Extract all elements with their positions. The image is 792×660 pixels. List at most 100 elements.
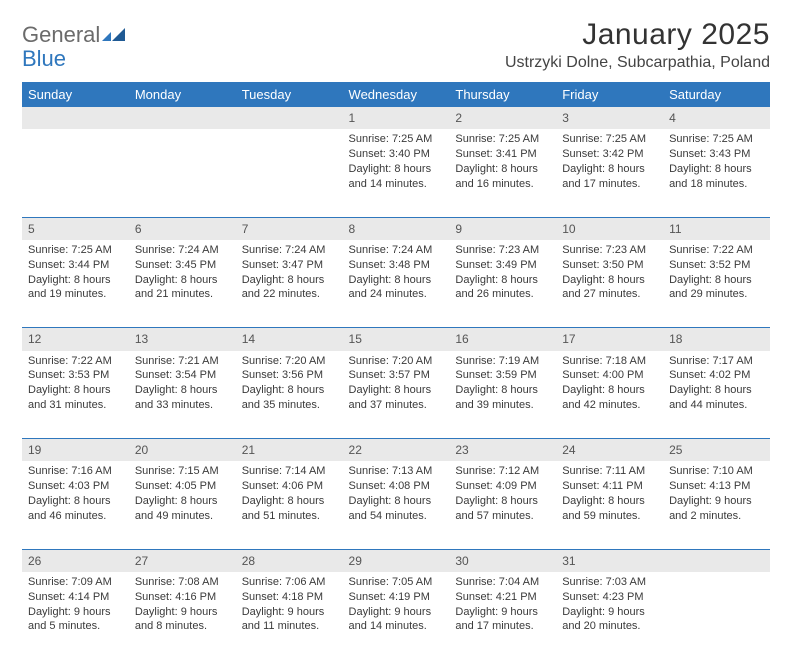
brand-logo: GeneralBlue: [22, 18, 128, 70]
sunset-text: Sunset: 3:42 PM: [562, 147, 657, 162]
day-number-cell: 15: [343, 328, 450, 351]
sunset-text: Sunset: 3:48 PM: [349, 258, 444, 273]
day-body-cell: Sunrise: 7:25 AMSunset: 3:44 PMDaylight:…: [22, 240, 129, 328]
day-number-cell: 19: [22, 439, 129, 462]
sunset-text: Sunset: 3:50 PM: [562, 258, 657, 273]
day-body-cell: Sunrise: 7:19 AMSunset: 3:59 PMDaylight:…: [449, 351, 556, 439]
week-body-row: Sunrise: 7:16 AMSunset: 4:03 PMDaylight:…: [22, 461, 770, 549]
daylight-text: Daylight: 9 hours and 11 minutes.: [242, 605, 337, 635]
day-number-cell: [129, 107, 236, 129]
day-number-cell: 20: [129, 439, 236, 462]
day-number-cell: 9: [449, 217, 556, 240]
daylight-text: Daylight: 8 hours and 17 minutes.: [562, 162, 657, 192]
daylight-text: Daylight: 8 hours and 18 minutes.: [669, 162, 764, 192]
daylight-text: Daylight: 8 hours and 51 minutes.: [242, 494, 337, 524]
day-number-cell: 27: [129, 549, 236, 572]
location-subtitle: Ustrzyki Dolne, Subcarpathia, Poland: [505, 54, 770, 72]
sunrise-text: Sunrise: 7:23 AM: [455, 243, 550, 258]
sunrise-text: Sunrise: 7:18 AM: [562, 354, 657, 369]
flag-icon: [102, 28, 128, 48]
sunset-text: Sunset: 4:21 PM: [455, 590, 550, 605]
day-body-cell: Sunrise: 7:20 AMSunset: 3:57 PMDaylight:…: [343, 351, 450, 439]
daylight-text: Daylight: 8 hours and 57 minutes.: [455, 494, 550, 524]
sunset-text: Sunset: 3:44 PM: [28, 258, 123, 273]
sunset-text: Sunset: 3:59 PM: [455, 368, 550, 383]
sunrise-text: Sunrise: 7:05 AM: [349, 575, 444, 590]
day-number-cell: 7: [236, 217, 343, 240]
dayhdr-mon: Monday: [129, 82, 236, 107]
day-number-cell: 22: [343, 439, 450, 462]
day-body-cell: [129, 129, 236, 217]
daylight-text: Daylight: 8 hours and 49 minutes.: [135, 494, 230, 524]
day-body-cell: Sunrise: 7:25 AMSunset: 3:40 PMDaylight:…: [343, 129, 450, 217]
daylight-text: Daylight: 8 hours and 19 minutes.: [28, 273, 123, 303]
day-body-cell: Sunrise: 7:24 AMSunset: 3:45 PMDaylight:…: [129, 240, 236, 328]
daylight-text: Daylight: 8 hours and 26 minutes.: [455, 273, 550, 303]
sunrise-text: Sunrise: 7:11 AM: [562, 464, 657, 479]
day-number-cell: 12: [22, 328, 129, 351]
sunset-text: Sunset: 4:13 PM: [669, 479, 764, 494]
page-title: January 2025: [505, 18, 770, 52]
sunrise-text: Sunrise: 7:09 AM: [28, 575, 123, 590]
sunrise-text: Sunrise: 7:20 AM: [349, 354, 444, 369]
daylight-text: Daylight: 8 hours and 44 minutes.: [669, 383, 764, 413]
day-body-cell: Sunrise: 7:03 AMSunset: 4:23 PMDaylight:…: [556, 572, 663, 660]
day-number-cell: 23: [449, 439, 556, 462]
day-number-cell: 3: [556, 107, 663, 129]
week-number-row: 12131415161718: [22, 328, 770, 351]
daylight-text: Daylight: 8 hours and 42 minutes.: [562, 383, 657, 413]
sunset-text: Sunset: 4:16 PM: [135, 590, 230, 605]
sunrise-text: Sunrise: 7:14 AM: [242, 464, 337, 479]
day-number-cell: 18: [663, 328, 770, 351]
sunrise-text: Sunrise: 7:25 AM: [669, 132, 764, 147]
sunset-text: Sunset: 4:08 PM: [349, 479, 444, 494]
day-body-cell: [236, 129, 343, 217]
sunset-text: Sunset: 3:40 PM: [349, 147, 444, 162]
sunset-text: Sunset: 4:06 PM: [242, 479, 337, 494]
sunrise-text: Sunrise: 7:24 AM: [242, 243, 337, 258]
day-number-cell: 31: [556, 549, 663, 572]
day-number-cell: 24: [556, 439, 663, 462]
day-number-cell: 2: [449, 107, 556, 129]
daylight-text: Daylight: 9 hours and 20 minutes.: [562, 605, 657, 635]
sunrise-text: Sunrise: 7:22 AM: [28, 354, 123, 369]
sunset-text: Sunset: 3:47 PM: [242, 258, 337, 273]
week-body-row: Sunrise: 7:25 AMSunset: 3:44 PMDaylight:…: [22, 240, 770, 328]
brand-part1: General: [22, 22, 100, 47]
sunrise-text: Sunrise: 7:25 AM: [28, 243, 123, 258]
sunset-text: Sunset: 4:18 PM: [242, 590, 337, 605]
daylight-text: Daylight: 8 hours and 16 minutes.: [455, 162, 550, 192]
sunset-text: Sunset: 3:43 PM: [669, 147, 764, 162]
day-header-row: Sunday Monday Tuesday Wednesday Thursday…: [22, 82, 770, 107]
day-body-cell: Sunrise: 7:22 AMSunset: 3:52 PMDaylight:…: [663, 240, 770, 328]
sunrise-text: Sunrise: 7:08 AM: [135, 575, 230, 590]
day-number-cell: 11: [663, 217, 770, 240]
sunrise-text: Sunrise: 7:17 AM: [669, 354, 764, 369]
sunrise-text: Sunrise: 7:16 AM: [28, 464, 123, 479]
sunset-text: Sunset: 3:45 PM: [135, 258, 230, 273]
daylight-text: Daylight: 8 hours and 27 minutes.: [562, 273, 657, 303]
day-body-cell: Sunrise: 7:23 AMSunset: 3:50 PMDaylight:…: [556, 240, 663, 328]
day-body-cell: Sunrise: 7:18 AMSunset: 4:00 PMDaylight:…: [556, 351, 663, 439]
sunrise-text: Sunrise: 7:22 AM: [669, 243, 764, 258]
day-body-cell: Sunrise: 7:24 AMSunset: 3:47 PMDaylight:…: [236, 240, 343, 328]
daylight-text: Daylight: 9 hours and 2 minutes.: [669, 494, 764, 524]
day-number-cell: 16: [449, 328, 556, 351]
day-body-cell: Sunrise: 7:09 AMSunset: 4:14 PMDaylight:…: [22, 572, 129, 660]
day-body-cell: Sunrise: 7:08 AMSunset: 4:16 PMDaylight:…: [129, 572, 236, 660]
day-body-cell: Sunrise: 7:05 AMSunset: 4:19 PMDaylight:…: [343, 572, 450, 660]
sunrise-text: Sunrise: 7:25 AM: [562, 132, 657, 147]
week-number-row: 1234: [22, 107, 770, 129]
day-number-cell: 10: [556, 217, 663, 240]
dayhdr-thu: Thursday: [449, 82, 556, 107]
daylight-text: Daylight: 8 hours and 22 minutes.: [242, 273, 337, 303]
day-number-cell: 13: [129, 328, 236, 351]
day-number-cell: 14: [236, 328, 343, 351]
day-body-cell: Sunrise: 7:06 AMSunset: 4:18 PMDaylight:…: [236, 572, 343, 660]
day-body-cell: Sunrise: 7:16 AMSunset: 4:03 PMDaylight:…: [22, 461, 129, 549]
daylight-text: Daylight: 8 hours and 54 minutes.: [349, 494, 444, 524]
day-number-cell: 4: [663, 107, 770, 129]
daylight-text: Daylight: 8 hours and 31 minutes.: [28, 383, 123, 413]
sunrise-text: Sunrise: 7:12 AM: [455, 464, 550, 479]
day-body-cell: Sunrise: 7:24 AMSunset: 3:48 PMDaylight:…: [343, 240, 450, 328]
